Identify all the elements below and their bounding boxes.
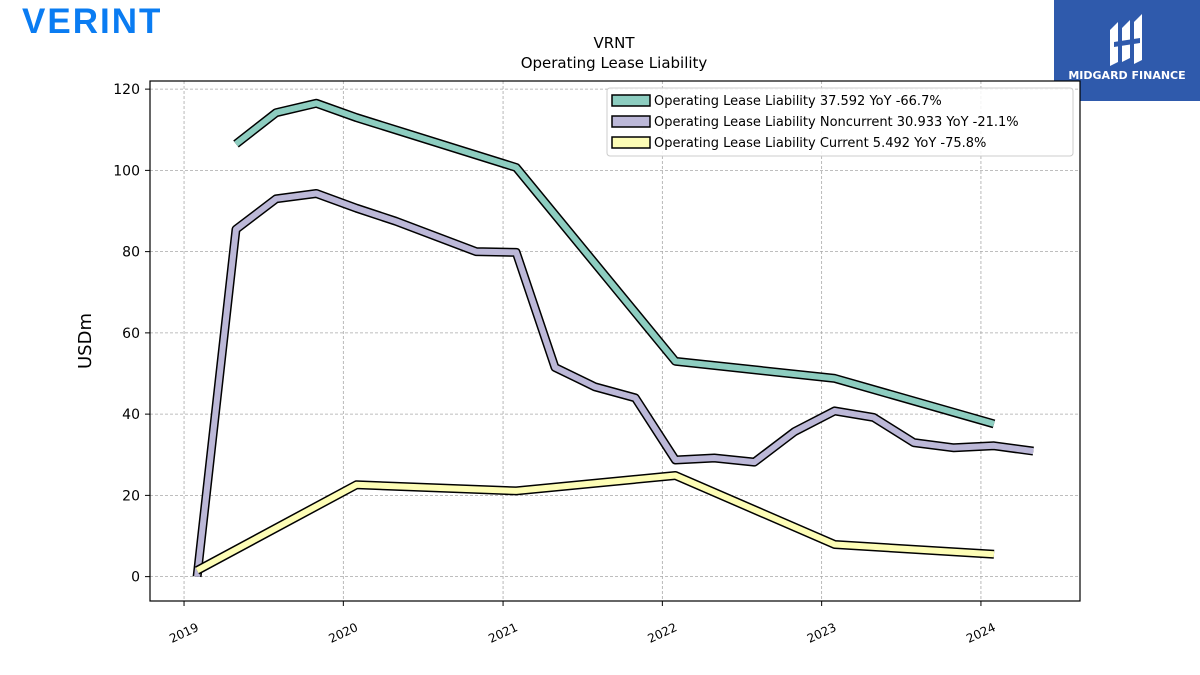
x-tick-label: 2023 — [805, 620, 839, 646]
series-layer — [192, 98, 1034, 578]
y-tick-label: 60 — [122, 326, 140, 342]
y-tick-label: 20 — [122, 488, 140, 504]
x-tick-label: 2021 — [486, 620, 520, 646]
chart-title: VRNT — [593, 34, 635, 52]
verint-logo: VERINT — [22, 2, 163, 41]
chart-subtitle: Operating Lease Liability — [521, 54, 708, 72]
legend-swatch-0 — [611, 94, 651, 107]
x-tick-label: 2019 — [167, 620, 201, 646]
x-tick-label: 2020 — [327, 620, 361, 646]
midgard-finance-badge: MIDGARD FINANCE — [1054, 0, 1200, 101]
x-tick-label: 2022 — [646, 620, 680, 646]
legend-label-0: Operating Lease Liability 37.592 YoY -66… — [654, 94, 942, 109]
y-tick-label: 40 — [122, 407, 140, 423]
y-axis-label: USDm — [75, 313, 96, 369]
legend-label-2: Operating Lease Liability Current 5.492 … — [654, 136, 986, 151]
x-tick-label: 2024 — [964, 620, 998, 646]
plot-frame — [149, 80, 1081, 602]
legend-swatch-1 — [611, 115, 651, 128]
legend: Operating Lease Liability 37.592 YoY -66… — [606, 87, 1074, 157]
midgard-finance-label: MIDGARD FINANCE — [1068, 69, 1186, 82]
y-tick-label: 80 — [122, 245, 140, 261]
series-line-2 — [195, 472, 995, 574]
y-tick-label: 0 — [131, 570, 140, 586]
y-tick-label: 120 — [113, 82, 140, 98]
legend-swatch-2 — [611, 136, 651, 149]
legend-label-1: Operating Lease Liability Noncurrent 30.… — [654, 115, 1019, 130]
series-line-0 — [234, 100, 995, 427]
y-tick-label: 100 — [113, 163, 140, 179]
legend-box — [606, 87, 1074, 157]
series-line-1 — [194, 190, 1034, 577]
